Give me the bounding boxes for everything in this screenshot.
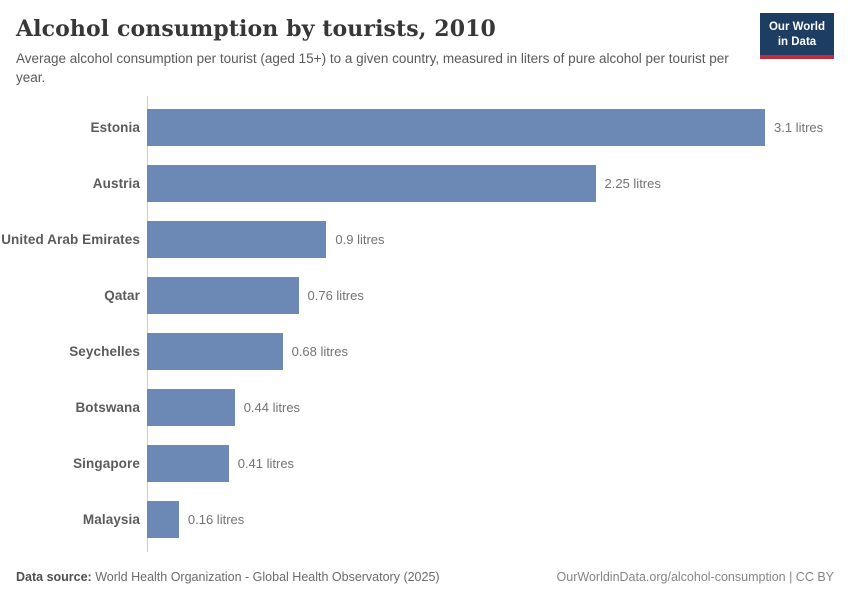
bar-area: 0.9 litres bbox=[140, 220, 850, 258]
category-label: Austria bbox=[92, 175, 140, 191]
bar[interactable] bbox=[147, 164, 596, 202]
category-label: Seychelles bbox=[69, 343, 140, 359]
license-badge: CC BY bbox=[795, 570, 834, 584]
bar[interactable] bbox=[147, 108, 765, 146]
value-label: 0.76 litres bbox=[307, 287, 364, 303]
chart-row: Qatar 0.76 litres bbox=[0, 267, 850, 323]
bar[interactable] bbox=[147, 444, 229, 482]
header-text-block: Alcohol consumption by tourists, 2010 Av… bbox=[16, 16, 741, 87]
bar-area: 0.76 litres bbox=[140, 276, 850, 314]
value-label: 0.44 litres bbox=[243, 399, 301, 415]
footer-attribution: OurWorldinData.org/alcohol-consumption |… bbox=[557, 570, 834, 584]
bar[interactable] bbox=[147, 500, 179, 538]
chart-row: Estonia 3.1 litres bbox=[0, 99, 850, 155]
chart-footer: Data source: World Health Organization -… bbox=[0, 570, 850, 600]
chart-rows: Estonia 3.1 litres Austria 2.25 litres U… bbox=[0, 99, 850, 547]
owid-url-link[interactable]: OurWorldinData.org/alcohol-consumption bbox=[556, 570, 786, 584]
data-source: Data source: World Health Organization -… bbox=[16, 570, 440, 584]
value-label: 0.9 litres bbox=[335, 231, 385, 247]
value-label: 3.1 litres bbox=[774, 119, 824, 135]
bar[interactable] bbox=[147, 276, 299, 314]
value-label: 2.25 litres bbox=[604, 175, 661, 191]
data-source-label: Data source: bbox=[16, 570, 92, 584]
bar[interactable] bbox=[147, 220, 327, 258]
bar-area: 0.44 litres bbox=[140, 388, 850, 426]
y-axis-line bbox=[147, 96, 148, 553]
chart-row: Botswana 0.44 litres bbox=[0, 379, 850, 435]
chart-row: Seychelles 0.68 litres bbox=[0, 323, 850, 379]
footer-separator: | bbox=[785, 570, 796, 584]
bar[interactable] bbox=[147, 332, 283, 370]
bar-area: 0.68 litres bbox=[140, 332, 850, 370]
data-source-text: World Health Organization - Global Healt… bbox=[91, 570, 440, 584]
value-label: 0.16 litres bbox=[187, 511, 245, 527]
category-label: Qatar bbox=[104, 287, 140, 303]
chart-row: Austria 2.25 litres bbox=[0, 155, 850, 211]
owid-logo[interactable]: Our World in Data bbox=[760, 13, 834, 60]
chart-subtitle: Average alcohol consumption per tourist … bbox=[16, 51, 729, 86]
category-label: United Arab Emirates bbox=[1, 231, 140, 247]
chart-title: Alcohol consumption by tourists, 2010 bbox=[16, 16, 496, 42]
bar-area: 0.41 litres bbox=[140, 444, 850, 482]
category-label: Singapore bbox=[73, 455, 140, 471]
chart-header: Alcohol consumption by tourists, 2010 Av… bbox=[0, 0, 850, 87]
chart-row: Singapore 0.41 litres bbox=[0, 435, 850, 491]
bar[interactable] bbox=[147, 388, 235, 426]
chart-row: United Arab Emirates 0.9 litres bbox=[0, 211, 850, 267]
owid-logo-line2: in Data bbox=[777, 35, 817, 48]
category-label: Malaysia bbox=[82, 511, 140, 527]
value-label: 0.68 litres bbox=[291, 343, 348, 359]
category-label: Botswana bbox=[75, 399, 140, 415]
bar-area: 3.1 litres bbox=[140, 108, 850, 146]
category-label: Estonia bbox=[90, 119, 140, 135]
chart-row: Malaysia 0.16 litres bbox=[0, 491, 850, 547]
bar-area: 0.16 litres bbox=[140, 500, 850, 538]
bar-chart: Estonia 3.1 litres Austria 2.25 litres U… bbox=[0, 96, 850, 553]
value-label: 0.41 litres bbox=[237, 455, 295, 471]
owid-logo-line1: Our World bbox=[768, 21, 825, 33]
bar-area: 2.25 litres bbox=[140, 164, 850, 202]
